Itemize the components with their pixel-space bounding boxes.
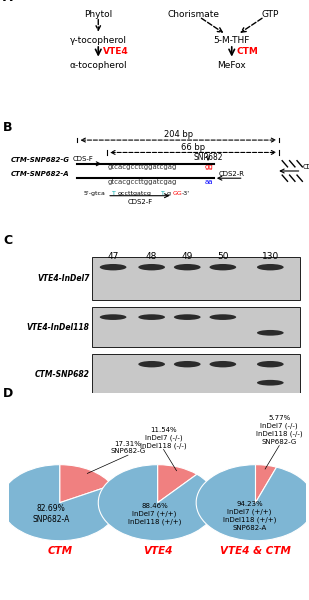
Text: 5'-gtca: 5'-gtca <box>83 191 105 196</box>
Text: VTE4-InDel118: VTE4-InDel118 <box>27 323 89 332</box>
Text: VTE4-InDel7: VTE4-InDel7 <box>37 274 89 283</box>
Text: 204 bp: 204 bp <box>164 130 193 139</box>
Text: CTM-SNP682-G: CTM-SNP682-G <box>11 157 70 163</box>
Text: D: D <box>3 387 14 400</box>
Text: 11.54%
InDel7 (-/-)
InDel118 (-/-): 11.54% InDel7 (-/-) InDel118 (-/-) <box>140 427 187 449</box>
Ellipse shape <box>138 314 165 320</box>
Ellipse shape <box>257 330 284 335</box>
Ellipse shape <box>257 380 284 386</box>
Text: 49: 49 <box>182 252 193 261</box>
Ellipse shape <box>138 264 165 271</box>
Text: Phytol: Phytol <box>84 10 112 19</box>
Text: gtcacgccttggatcgag: gtcacgccttggatcgag <box>107 164 176 170</box>
Ellipse shape <box>257 264 284 271</box>
Ellipse shape <box>210 314 236 320</box>
FancyBboxPatch shape <box>92 354 300 394</box>
FancyBboxPatch shape <box>92 307 300 347</box>
Text: CTM: CTM <box>47 547 72 556</box>
Text: T: T <box>161 191 165 196</box>
Wedge shape <box>0 464 119 541</box>
Text: SNP682: SNP682 <box>193 153 223 162</box>
Text: 5.77%
InDel7 (-/-)
InDel118 (-/-)
SNP682-G: 5.77% InDel7 (-/-) InDel118 (-/-) SNP682… <box>256 415 303 445</box>
Text: 47: 47 <box>108 252 119 261</box>
Wedge shape <box>196 464 309 541</box>
Ellipse shape <box>210 264 236 271</box>
Text: 5-M-THF: 5-M-THF <box>214 36 250 45</box>
Text: g: g <box>167 191 171 196</box>
Wedge shape <box>98 464 217 541</box>
Ellipse shape <box>210 361 236 367</box>
Text: T: T <box>112 191 116 196</box>
Text: 17.31%
SNP682-G: 17.31% SNP682-G <box>110 441 146 454</box>
Text: CTM: CTM <box>236 47 258 56</box>
Text: 88.46%
InDel7 (+/+)
InDel118 (+/+): 88.46% InDel7 (+/+) InDel118 (+/+) <box>128 503 181 525</box>
FancyBboxPatch shape <box>92 257 300 300</box>
Text: aa: aa <box>205 179 214 185</box>
Text: α-tocopherol: α-tocopherol <box>70 61 127 70</box>
Text: CDS-F: CDS-F <box>73 156 94 162</box>
Text: A: A <box>3 0 13 4</box>
Text: GG: GG <box>173 191 183 196</box>
Text: -3': -3' <box>181 191 189 196</box>
Ellipse shape <box>100 264 126 271</box>
Text: gtcacgccttggatcgag: gtcacgccttggatcgag <box>107 179 176 185</box>
Text: 48: 48 <box>146 252 157 261</box>
Text: B: B <box>3 121 13 134</box>
Text: CTM-SNP682-A: CTM-SNP682-A <box>11 171 70 177</box>
Ellipse shape <box>257 361 284 367</box>
Ellipse shape <box>138 361 165 367</box>
Text: 82.69%
SNP682-A: 82.69% SNP682-A <box>32 504 70 524</box>
Text: VTE4: VTE4 <box>103 47 129 56</box>
Text: VTE4: VTE4 <box>143 547 172 556</box>
Ellipse shape <box>174 264 201 271</box>
Text: GTP: GTP <box>262 10 279 19</box>
Text: VTE4 & CTM: VTE4 & CTM <box>220 547 291 556</box>
Wedge shape <box>256 464 277 503</box>
Text: 50: 50 <box>217 252 229 261</box>
Text: 94.23%
InDel7 (+/+)
InDel118 (+/+)
SNP682-A: 94.23% InDel7 (+/+) InDel118 (+/+) SNP68… <box>223 501 276 531</box>
Text: CDS-R: CDS-R <box>303 164 309 170</box>
Text: γ-tocopherol: γ-tocopherol <box>70 36 127 45</box>
Text: CDS2-F: CDS2-F <box>127 199 152 205</box>
Ellipse shape <box>174 314 201 320</box>
Ellipse shape <box>100 314 126 320</box>
Text: 130: 130 <box>262 252 279 261</box>
Wedge shape <box>158 464 197 503</box>
Text: MeFox: MeFox <box>217 61 246 70</box>
Text: gg: gg <box>205 164 214 170</box>
Ellipse shape <box>174 361 201 367</box>
Text: CDS2-R: CDS2-R <box>219 170 245 176</box>
Wedge shape <box>60 464 112 503</box>
Text: C: C <box>3 234 12 247</box>
Text: CTM-SNP682: CTM-SNP682 <box>35 370 89 379</box>
Text: Chorismate: Chorismate <box>167 10 219 19</box>
Text: 66 bp: 66 bp <box>181 143 205 152</box>
Text: gccttgatcg: gccttgatcg <box>117 191 151 196</box>
